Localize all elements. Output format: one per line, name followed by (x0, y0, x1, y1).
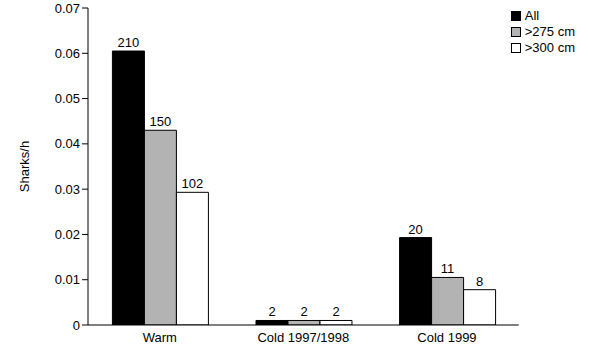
svg-text:20: 20 (408, 222, 422, 237)
svg-text:2: 2 (300, 304, 307, 319)
svg-text:0: 0 (73, 318, 80, 333)
svg-text:0.07: 0.07 (55, 1, 80, 16)
svg-text:2: 2 (332, 304, 339, 319)
svg-text:Cold 1999: Cold 1999 (417, 330, 476, 345)
svg-text:Sharks/h: Sharks/h (17, 141, 32, 192)
svg-text:150: 150 (150, 114, 172, 129)
svg-text:0.02: 0.02 (55, 227, 80, 242)
svg-text:Warm: Warm (143, 330, 177, 345)
svg-text:Cold 1997/1998: Cold 1997/1998 (257, 330, 349, 345)
svg-text:102: 102 (182, 176, 204, 191)
html-text:>275 cm: >275 cm (524, 24, 575, 39)
svg-text:0.05: 0.05 (55, 91, 80, 106)
html-text:>300 cm: >300 cm (524, 40, 575, 55)
svg-text:0.03: 0.03 (55, 182, 80, 197)
html-text:All: All (524, 8, 540, 23)
svg-text:2: 2 (268, 304, 275, 319)
svg-text:210: 210 (118, 35, 140, 50)
svg-text:0.01: 0.01 (55, 272, 80, 287)
svg-text:8: 8 (476, 274, 483, 289)
svg-text:0.06: 0.06 (55, 46, 80, 61)
svg-text:11: 11 (441, 261, 455, 276)
svg-text:0.04: 0.04 (55, 136, 80, 151)
